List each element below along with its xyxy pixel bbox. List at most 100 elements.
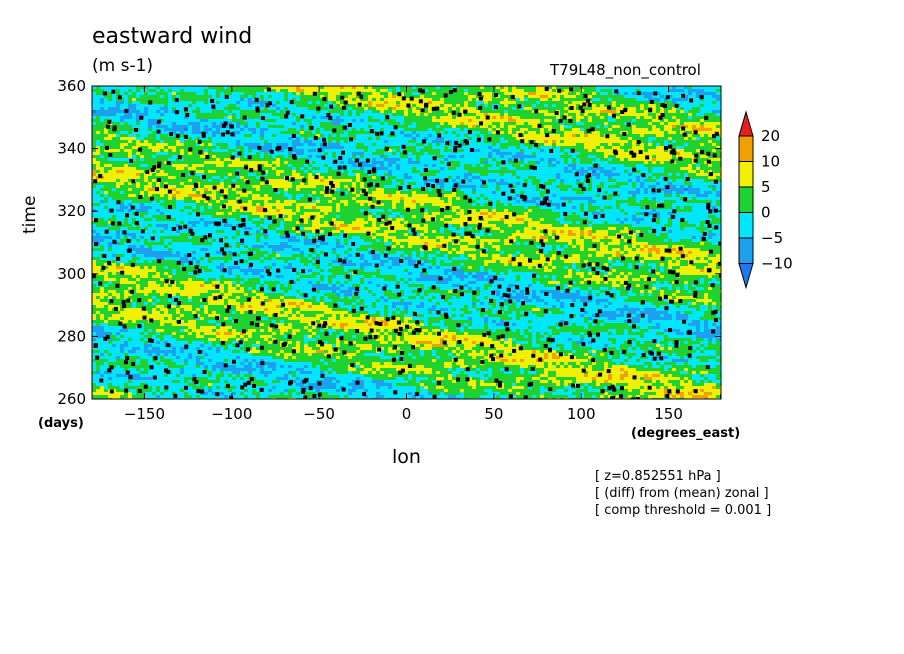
field-cell	[600, 101, 604, 104]
field-cell	[332, 146, 336, 149]
field-cell	[252, 119, 256, 122]
field-cell	[264, 149, 268, 152]
field-cell	[204, 161, 208, 164]
field-cell	[432, 119, 436, 122]
field-cell	[596, 95, 600, 98]
field-cell	[152, 161, 156, 164]
field-cell	[212, 179, 216, 182]
field-cell	[216, 158, 220, 161]
field-cell	[708, 113, 712, 116]
field-cell	[344, 116, 348, 119]
field-cell	[108, 158, 112, 161]
field-cell	[516, 143, 520, 146]
field-cell	[416, 119, 420, 122]
field-cell	[508, 176, 512, 179]
field-cell	[136, 125, 140, 128]
field-cell	[248, 140, 252, 143]
field-cell	[92, 134, 96, 137]
field-cell	[504, 125, 508, 128]
field-cell	[280, 152, 284, 155]
field-cell	[264, 137, 268, 140]
field-cell	[232, 161, 236, 164]
field-cell	[96, 113, 100, 116]
field-cell	[412, 107, 416, 110]
field-cell	[408, 131, 412, 134]
field-cell	[248, 95, 252, 98]
field-cell	[268, 167, 272, 170]
field-cell	[608, 122, 612, 125]
field-cell	[640, 101, 644, 104]
field-cell	[280, 89, 284, 92]
field-cell	[692, 173, 696, 176]
field-cell	[344, 170, 348, 173]
field-cell	[356, 131, 360, 134]
field-cell	[388, 104, 392, 107]
field-cell	[568, 98, 572, 101]
field-cell	[576, 176, 580, 179]
field-cell	[424, 152, 428, 155]
field-cell	[408, 137, 412, 140]
field-cell	[120, 125, 124, 128]
field-cell	[356, 155, 360, 158]
field-cell	[340, 101, 344, 104]
field-cell	[300, 155, 304, 158]
field-cell	[272, 173, 276, 176]
field-cell	[540, 176, 544, 179]
field-cell	[248, 98, 252, 101]
field-cell	[280, 164, 284, 167]
field-cell	[276, 179, 280, 182]
field-cell	[408, 89, 412, 92]
field-cell	[168, 149, 172, 152]
field-cell	[572, 122, 576, 125]
field-cell	[392, 137, 396, 140]
field-cell	[336, 101, 340, 104]
field-cell	[620, 176, 624, 179]
field-cell	[328, 137, 332, 140]
field-cell	[172, 158, 176, 161]
field-cell	[472, 140, 476, 143]
field-cell	[248, 176, 252, 179]
field-cell	[700, 113, 704, 116]
field-cell	[512, 167, 516, 170]
field-cell	[292, 143, 296, 146]
field-cell	[236, 89, 240, 92]
field-cell	[488, 98, 492, 101]
field-cell	[216, 116, 220, 119]
field-cell	[700, 128, 704, 131]
field-cell	[440, 164, 444, 167]
field-cell	[380, 95, 384, 98]
field-cell	[100, 161, 104, 164]
field-cell	[696, 116, 700, 119]
field-cell	[164, 179, 168, 182]
field-cell	[520, 101, 524, 104]
field-cell	[168, 119, 172, 122]
field-cell	[636, 110, 640, 113]
field-cell	[348, 170, 352, 173]
field-cell	[372, 155, 376, 158]
field-cell	[500, 149, 504, 152]
field-cell	[288, 158, 292, 161]
field-cell	[504, 173, 508, 176]
field-cell	[644, 119, 648, 122]
field-cell	[696, 107, 700, 110]
field-cell	[656, 170, 660, 173]
field-cell	[92, 176, 96, 179]
field-cell	[236, 143, 240, 146]
field-cell	[644, 143, 648, 146]
field-cell	[360, 128, 364, 131]
field-cell	[152, 104, 156, 107]
field-cell	[160, 92, 164, 95]
field-cell	[704, 95, 708, 98]
field-cell	[248, 122, 252, 125]
field-cell	[416, 173, 420, 176]
field-cell	[376, 122, 380, 125]
field-cell	[396, 113, 400, 116]
field-cell	[572, 140, 576, 143]
field-cell	[208, 95, 212, 98]
field-cell	[592, 149, 596, 152]
field-cell	[480, 143, 484, 146]
field-cell	[248, 107, 252, 110]
field-cell	[312, 104, 316, 107]
field-cell	[664, 140, 668, 143]
field-cell	[124, 176, 128, 179]
